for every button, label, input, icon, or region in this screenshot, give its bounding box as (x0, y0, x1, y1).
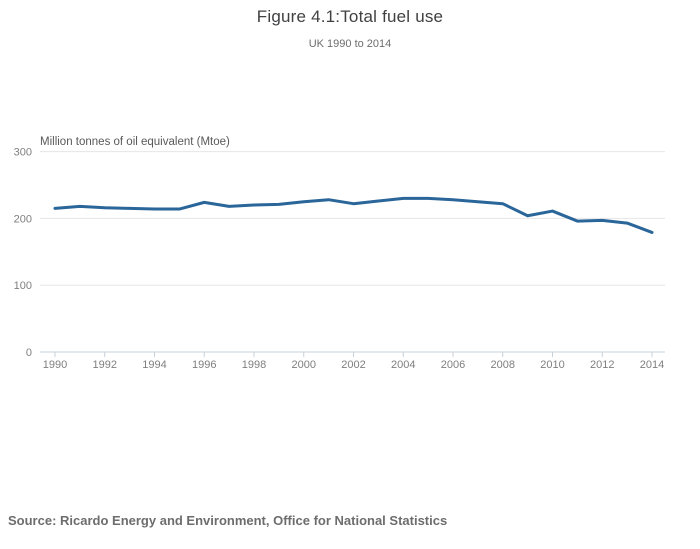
x-tick-label: 2006 (441, 359, 465, 371)
chart-subtitle: UK 1990 to 2014 (308, 38, 392, 50)
x-tick-label: 2012 (590, 359, 614, 371)
x-tick-label: 1998 (242, 359, 266, 371)
x-tick-label: 2014 (640, 359, 664, 371)
x-tick-label: 2008 (491, 359, 515, 371)
x-tick-label: 2002 (341, 359, 365, 371)
x-tick-label: 2004 (391, 359, 415, 371)
x-tick-label: 1996 (192, 359, 216, 371)
x-tick-label: 1990 (43, 359, 67, 371)
x-tick-label: 2000 (292, 359, 316, 371)
y-axis-title: Million tonnes of oil equivalent (Mtoe) (40, 136, 230, 148)
source-note: Source: Ricardo Energy and Environment, … (8, 513, 448, 528)
y-tick-label: 300 (14, 147, 32, 159)
x-tick-label: 1994 (142, 359, 166, 371)
y-tick-label: 0 (26, 347, 32, 359)
x-tick-label: 1992 (93, 359, 117, 371)
x-tick-label: 2010 (540, 359, 564, 371)
y-tick-label: 200 (14, 213, 32, 225)
y-tick-label: 100 (14, 280, 32, 292)
chart-title: Figure 4.1:Total fuel use (256, 7, 444, 26)
fuel-use-line (53, 196, 654, 234)
